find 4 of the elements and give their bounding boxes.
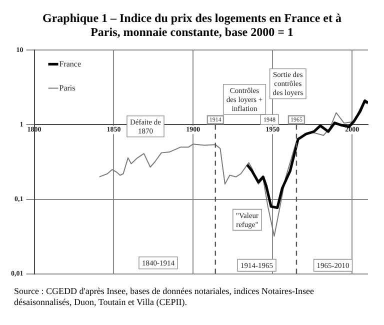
source-note: Source : CGEDD d'après Insee, bases de données notariales, indices Notaires-Insee désaisonnalisés, Duon, Toutain et Villa (CEPII).: [13, 285, 316, 308]
legend-label: France: [59, 59, 82, 68]
legend-label: Paris: [59, 83, 76, 92]
chart-title: Graphique 1 – Indice du prix des logements en France et à Paris, monnaie constante, base 2000 = 1: [42, 10, 342, 41]
